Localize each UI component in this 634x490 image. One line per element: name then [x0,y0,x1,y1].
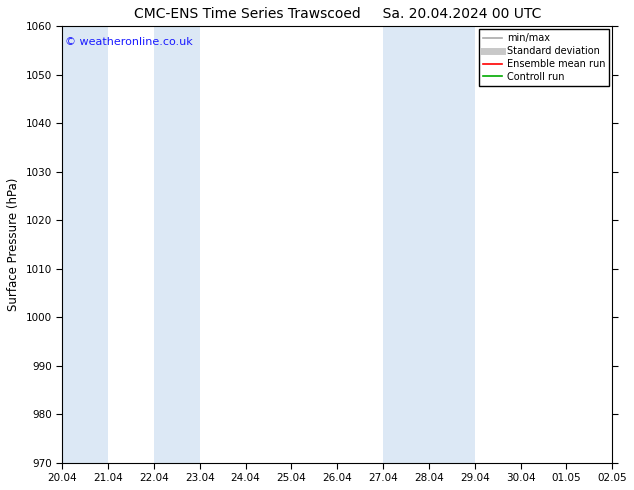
Y-axis label: Surface Pressure (hPa): Surface Pressure (hPa) [7,178,20,311]
Bar [383,26,475,463]
Legend: min/max, Standard deviation, Ensemble mean run, Controll run: min/max, Standard deviation, Ensemble me… [479,29,609,86]
Bar [154,26,200,463]
Text: © weatheronline.co.uk: © weatheronline.co.uk [65,37,193,47]
Title: CMC-ENS Time Series Trawscoed     Sa. 20.04.2024 00 UTC: CMC-ENS Time Series Trawscoed Sa. 20.04.… [134,7,541,21]
Bar [62,26,108,463]
